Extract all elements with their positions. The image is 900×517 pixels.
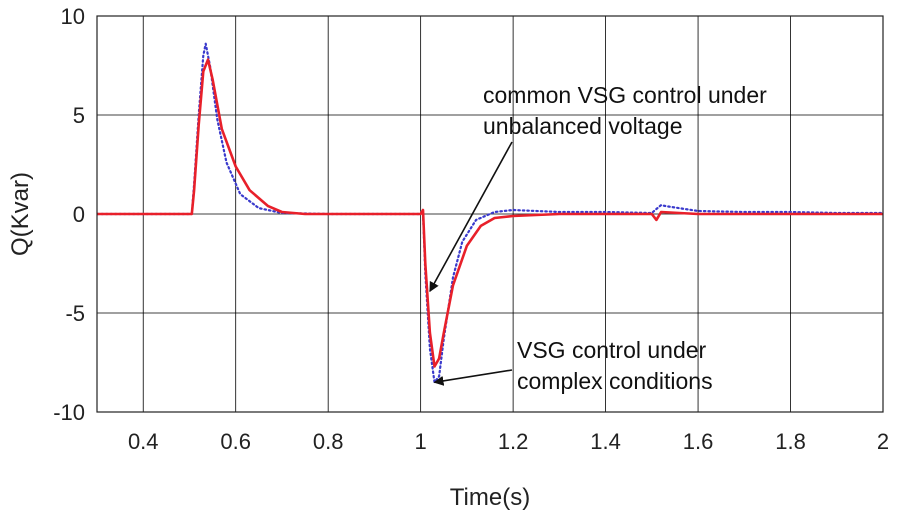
y-tick-label: 5 <box>73 103 85 128</box>
x-tick-label: 0.4 <box>128 429 159 454</box>
annotation-text: common VSG control under <box>483 82 767 108</box>
annotation-text: VSG control under <box>517 337 707 363</box>
x-tick-label: 1.6 <box>683 429 714 454</box>
x-tick-label: 0.8 <box>313 429 344 454</box>
x-tick-label: 1.8 <box>775 429 806 454</box>
annotation-text: complex conditions <box>517 368 713 394</box>
annotations: common VSG control under unbalanced volta… <box>429 82 767 394</box>
series-line-2 <box>97 42 883 384</box>
plot-frame <box>96 15 884 413</box>
y-tick-label: -10 <box>53 400 85 425</box>
series-group <box>97 42 883 384</box>
x-tick-label: 1 <box>415 429 427 454</box>
annotation-text: unbalanced voltage <box>483 113 683 139</box>
x-tick-label: 1.4 <box>590 429 621 454</box>
x-tick-label: 2 <box>877 429 889 454</box>
annotation-arrow <box>433 369 513 386</box>
x-tick-label: 0.6 <box>220 429 251 454</box>
annotation-arrow <box>429 141 513 293</box>
series-line-1 <box>97 58 883 368</box>
ticks: 0.4 0.6 0.8 1 1.2 1.4 1.6 1.8 2 -10 -5 0 5 10 <box>53 4 889 454</box>
y-tick-label: 0 <box>73 202 85 227</box>
y-axis-title: Q(Kvar) <box>7 172 34 256</box>
y-tick-label: 10 <box>61 4 85 29</box>
x-tick-label: 1.2 <box>498 429 529 454</box>
y-tick-label: -5 <box>65 301 85 326</box>
x-axis-title: Time(s) <box>450 484 530 511</box>
